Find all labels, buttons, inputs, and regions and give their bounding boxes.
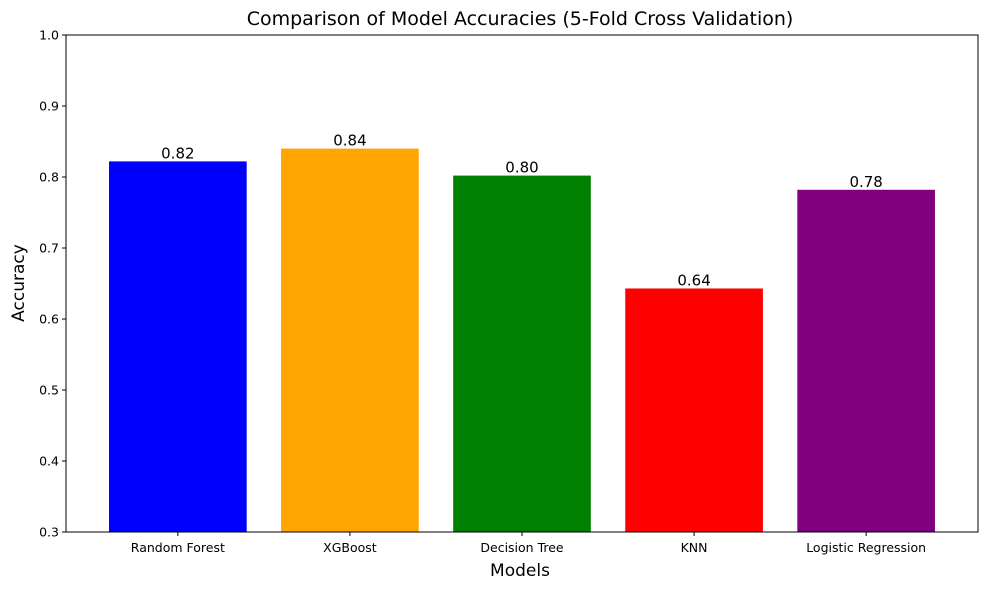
x-tick-label: Decision Tree <box>480 540 564 555</box>
x-axis-label: Models <box>490 561 550 581</box>
y-axis: 0.3 0.4 0.5 0.6 0.7 0.8 0.9 1.0 <box>39 28 66 540</box>
bars <box>109 148 935 532</box>
x-axis: Random Forest XGBoost Decision Tree KNN Logi… <box>131 532 926 555</box>
bar <box>281 148 419 532</box>
y-tick-label: 0.8 <box>39 170 59 185</box>
bar-value-label: 0.64 <box>677 271 710 289</box>
x-tick-label: KNN <box>681 540 708 555</box>
bar-value-label: 0.84 <box>333 132 366 150</box>
data-labels: 0.82 0.84 0.80 0.64 0.78 <box>161 132 883 290</box>
x-tick-label: Random Forest <box>131 540 225 555</box>
bar-value-label: 0.82 <box>161 144 194 162</box>
bar-value-label: 0.78 <box>849 173 882 191</box>
y-tick-label: 1.0 <box>39 28 59 43</box>
y-tick-label: 0.4 <box>39 454 59 469</box>
y-tick-label: 0.6 <box>39 312 59 327</box>
bar <box>625 288 763 532</box>
bar <box>109 161 247 532</box>
bar-value-label: 0.80 <box>505 159 538 177</box>
y-tick-label: 0.5 <box>39 383 59 398</box>
plot-area-frame <box>65 34 979 533</box>
y-tick-label: 0.9 <box>39 99 59 114</box>
y-tick-label: 0.3 <box>39 525 59 540</box>
bar <box>453 175 591 532</box>
y-axis-label: Accuracy <box>9 244 29 322</box>
x-tick-label: Logistic Regression <box>806 540 926 555</box>
chart-title: Comparison of Model Accuracies (5-Fold C… <box>247 8 794 30</box>
x-tick-label: XGBoost <box>323 540 377 555</box>
y-tick-label: 0.7 <box>39 241 59 256</box>
bar <box>797 189 935 532</box>
